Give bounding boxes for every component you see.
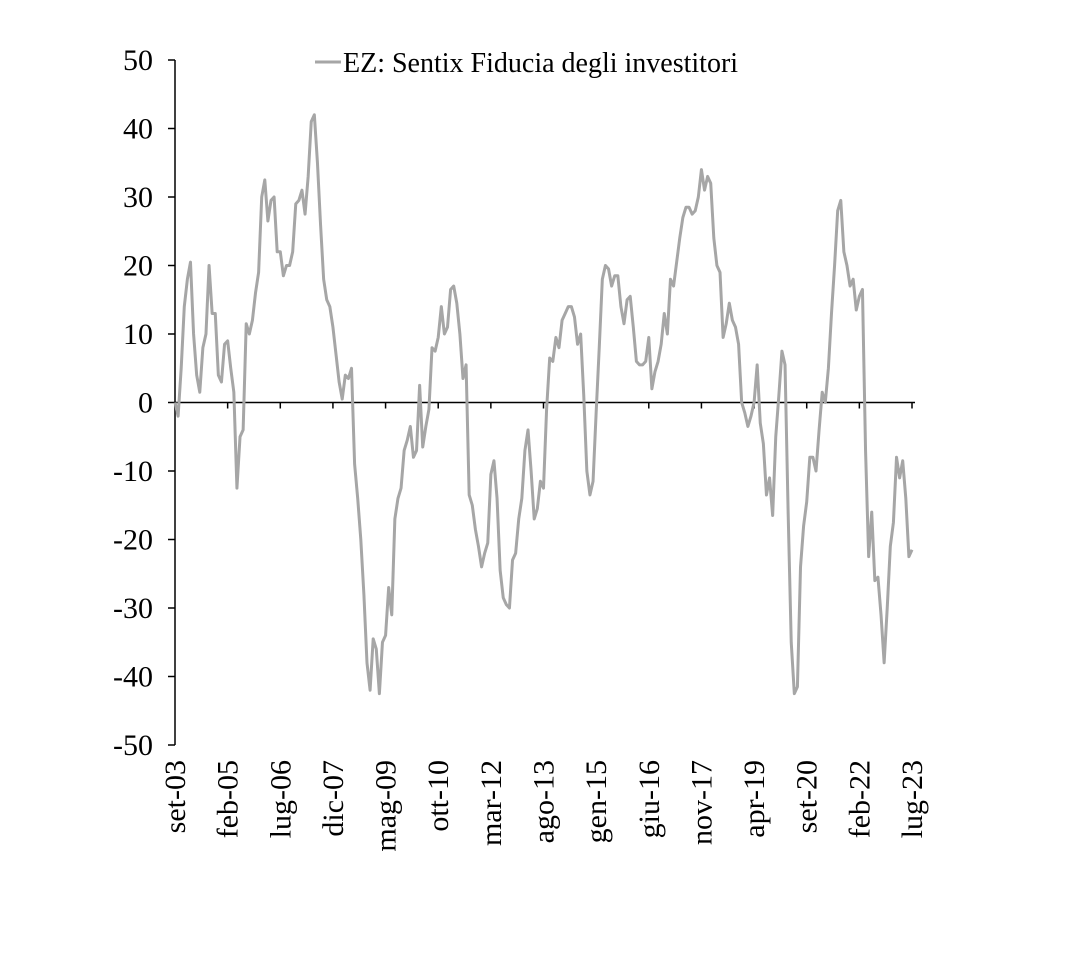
x-tick-label: giu-16: [633, 760, 666, 838]
x-tick-label: nov-17: [685, 760, 718, 845]
x-tick-label: gen-15: [580, 760, 613, 843]
y-tick-label: 40: [123, 113, 153, 146]
x-tick-label: set-03: [159, 760, 192, 833]
y-tick-label: -20: [113, 524, 153, 557]
y-tick-label: -10: [113, 455, 153, 488]
x-tick-label: lug-23: [896, 760, 929, 838]
x-tick-label: set-20: [791, 760, 824, 833]
y-tick-label: 10: [123, 318, 153, 351]
data-line: [173, 113, 914, 696]
x-tick-label: mag-09: [370, 760, 403, 852]
y-tick-label: 0: [138, 387, 153, 420]
x-tick-label: ago-13: [528, 760, 561, 843]
x-tick-label: feb-22: [843, 760, 876, 838]
y-tick-label: -40: [113, 661, 153, 694]
x-tick-label: ott-10: [422, 760, 455, 832]
x-tick-label: dic-07: [317, 760, 350, 837]
x-tick-label: feb-05: [212, 760, 245, 838]
y-tick-label: 20: [123, 250, 153, 283]
x-tick-label: mar-12: [475, 760, 508, 846]
legend-label: EZ: Sentix Fiducia degli investitori: [343, 48, 738, 79]
x-tick-label: apr-19: [738, 760, 771, 838]
y-tick-label: 50: [123, 44, 153, 77]
y-tick-label: -50: [113, 729, 153, 762]
x-tick-label: lug-06: [264, 760, 297, 838]
y-tick-label: 30: [123, 181, 153, 214]
y-tick-label: -30: [113, 592, 153, 625]
